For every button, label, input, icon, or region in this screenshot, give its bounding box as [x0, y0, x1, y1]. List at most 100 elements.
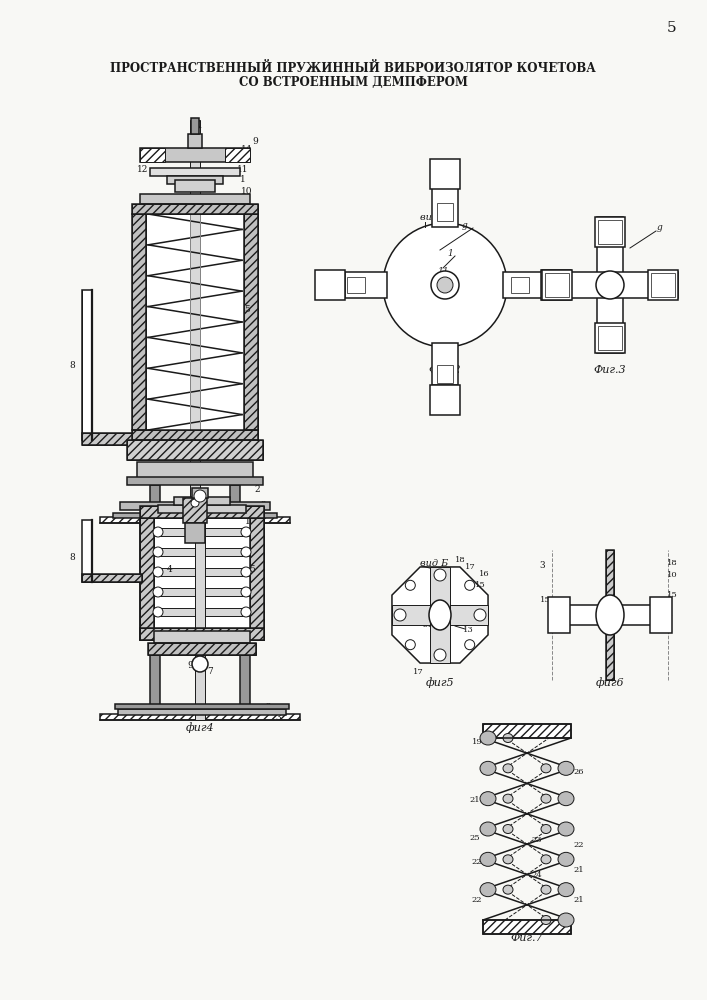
Bar	[140, 506, 264, 518]
Bar	[432, 343, 458, 385]
Text: 5: 5	[244, 306, 250, 314]
Bar	[154, 528, 250, 536]
Text: 17: 17	[464, 563, 475, 571]
Text: 9: 9	[252, 136, 258, 145]
Bar	[137, 462, 253, 480]
Bar	[250, 515, 264, 640]
Bar	[483, 724, 571, 738]
Bar	[140, 515, 154, 640]
Bar	[648, 270, 678, 300]
Bar	[606, 550, 614, 680]
Bar	[140, 506, 264, 518]
Bar	[82, 574, 142, 582]
Circle shape	[153, 527, 163, 537]
Bar	[315, 270, 345, 300]
Ellipse shape	[429, 600, 451, 630]
Circle shape	[241, 527, 251, 537]
Text: 7: 7	[200, 476, 206, 485]
Bar	[183, 498, 207, 523]
Text: 15: 15	[249, 506, 259, 514]
Bar	[132, 214, 146, 430]
Bar	[132, 204, 258, 214]
Bar	[511, 277, 529, 293]
Text: 8: 8	[69, 360, 75, 369]
Bar	[597, 217, 623, 353]
Text: б: б	[187, 507, 192, 515]
Text: 12: 12	[137, 165, 148, 174]
Bar	[150, 654, 160, 709]
Bar	[598, 326, 622, 350]
Circle shape	[596, 271, 624, 299]
Ellipse shape	[558, 883, 574, 897]
Bar	[127, 477, 263, 485]
Bar	[113, 513, 277, 518]
Bar	[154, 568, 250, 576]
Bar	[127, 440, 263, 460]
Text: 14: 14	[241, 144, 252, 153]
Text: 1: 1	[197, 121, 203, 130]
Text: Фиг.3: Фиг.3	[594, 365, 626, 375]
Ellipse shape	[480, 883, 496, 897]
Text: 13: 13	[462, 626, 474, 634]
Text: 3: 3	[260, 500, 266, 510]
Ellipse shape	[503, 885, 513, 894]
Bar	[250, 515, 264, 640]
Ellipse shape	[503, 764, 513, 773]
Bar	[132, 214, 146, 430]
Bar	[191, 118, 199, 134]
Polygon shape	[392, 567, 488, 663]
Text: 26: 26	[574, 768, 584, 776]
Circle shape	[394, 609, 406, 621]
Bar	[240, 654, 250, 709]
Ellipse shape	[596, 595, 624, 635]
Bar	[598, 220, 622, 244]
Text: 1: 1	[240, 176, 246, 184]
Bar	[100, 517, 290, 523]
Text: Фиг.7: Фиг.7	[510, 933, 543, 943]
Ellipse shape	[480, 792, 496, 806]
Text: 22: 22	[472, 896, 482, 904]
Text: g: g	[462, 222, 468, 231]
Bar	[230, 485, 240, 510]
Bar	[188, 134, 202, 148]
Text: 15: 15	[667, 591, 677, 599]
Text: 18: 18	[667, 559, 677, 567]
Bar	[651, 273, 675, 297]
Text: 10: 10	[241, 188, 252, 196]
Bar	[503, 272, 545, 298]
Text: 25: 25	[469, 834, 480, 842]
Text: 7: 7	[207, 668, 213, 676]
Circle shape	[431, 271, 459, 299]
Ellipse shape	[503, 734, 513, 742]
Bar	[185, 523, 205, 543]
Text: 15: 15	[539, 596, 550, 604]
Text: 19: 19	[472, 738, 482, 746]
Text: 21: 21	[573, 866, 584, 874]
Bar	[606, 550, 614, 680]
Text: вид Б: вид Б	[420, 558, 448, 568]
Bar	[115, 704, 289, 709]
Text: 22: 22	[574, 841, 584, 849]
Circle shape	[464, 640, 474, 650]
Text: 11: 11	[238, 164, 249, 174]
Bar	[82, 433, 142, 445]
Text: вид А: вид А	[420, 214, 448, 223]
Bar	[345, 272, 387, 298]
Text: 13: 13	[231, 152, 243, 161]
Circle shape	[192, 656, 208, 672]
Circle shape	[153, 607, 163, 617]
Circle shape	[434, 649, 446, 661]
Bar	[118, 709, 286, 715]
Text: 16: 16	[479, 570, 489, 578]
Bar	[132, 430, 258, 440]
Text: СО ВСТРОЕННЫМ ДЕМПФЕРОМ: СО ВСТРОЕННЫМ ДЕМПФЕРОМ	[238, 77, 467, 90]
Bar	[175, 180, 215, 192]
Bar	[483, 920, 571, 934]
Bar	[140, 148, 165, 162]
Bar	[244, 214, 258, 430]
Text: 15: 15	[474, 581, 486, 589]
Ellipse shape	[558, 852, 574, 866]
Bar	[244, 214, 258, 430]
Text: вид б: вид б	[423, 621, 447, 629]
Bar	[148, 643, 256, 655]
